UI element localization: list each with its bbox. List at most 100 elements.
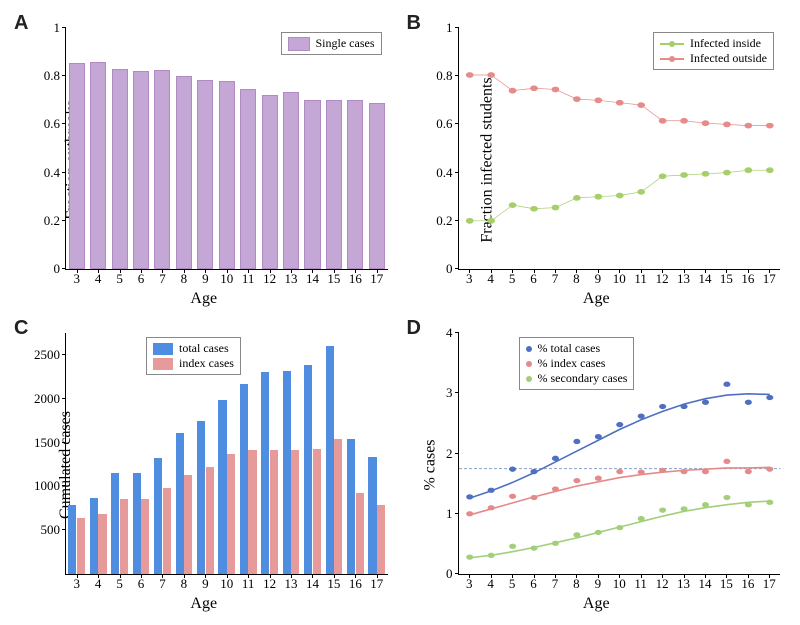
ytick-label: 0.2 <box>44 213 60 229</box>
xtick-label: 3 <box>73 271 80 287</box>
bar-total-cases <box>368 457 376 574</box>
xtick-label: 8 <box>573 271 580 287</box>
xtick-label: 15 <box>720 271 733 287</box>
bar-single-cases <box>240 89 256 269</box>
xtick-label: 12 <box>656 576 669 592</box>
bar-single-cases <box>262 95 278 269</box>
ytick-label: 0.4 <box>436 165 452 181</box>
xtick-label: 8 <box>573 576 580 592</box>
ytick-label: 1 <box>446 20 453 36</box>
legend-text: total cases <box>179 341 229 356</box>
bar-total-cases <box>261 372 269 574</box>
xtick-label: 4 <box>487 576 494 592</box>
xtick-label: 9 <box>595 271 602 287</box>
bar-single-cases <box>69 63 85 269</box>
xtick-label: 7 <box>552 271 559 287</box>
ytick-label: 2000 <box>34 391 60 407</box>
xtick-label: 15 <box>720 576 733 592</box>
bar-single-cases <box>326 100 342 269</box>
ytick-label: 3 <box>446 385 453 401</box>
panel-c: C Cumulated cases Age total casesindex c… <box>10 315 398 615</box>
ytick-label: 0 <box>446 261 453 277</box>
bar-total-cases <box>68 505 76 574</box>
xtick-label: 14 <box>698 271 711 287</box>
bar-total-cases <box>133 473 141 574</box>
ytick-label: 2 <box>446 446 453 462</box>
xtick-label: 12 <box>656 271 669 287</box>
xtick-label: 11 <box>634 576 647 592</box>
bar-single-cases <box>154 70 170 269</box>
xtick-label: 13 <box>285 271 298 287</box>
bar-single-cases <box>133 71 149 269</box>
bar-index-cases <box>227 454 235 574</box>
xtick-label: 16 <box>349 576 362 592</box>
bar-index-cases <box>291 450 299 574</box>
bar-index-cases <box>270 450 278 574</box>
bar-single-cases <box>283 92 299 269</box>
xtick-label: 11 <box>242 271 255 287</box>
bar-total-cases <box>197 421 205 574</box>
xtick-label: 13 <box>677 271 690 287</box>
xtick-label: 8 <box>181 576 188 592</box>
xtick-label: 10 <box>613 271 626 287</box>
ytick-label: 0.6 <box>44 116 60 132</box>
xtick-label: 6 <box>138 271 145 287</box>
xtick-label: 16 <box>349 271 362 287</box>
panel-a-xlabel: Age <box>190 290 217 308</box>
xtick-label: 17 <box>763 271 776 287</box>
xtick-label: 7 <box>552 576 559 592</box>
ytick-label: 0.8 <box>436 68 452 84</box>
xtick-label: 6 <box>530 271 537 287</box>
panel-b-plot: Infected insideInfected outside 00.20.40… <box>458 28 781 270</box>
panel-b-xlabel: Age <box>583 290 610 308</box>
bar-single-cases <box>197 80 213 269</box>
xtick-label: 14 <box>306 576 319 592</box>
xtick-label: 17 <box>763 576 776 592</box>
xtick-label: 6 <box>530 576 537 592</box>
bar-total-cases <box>176 433 184 574</box>
xtick-label: 3 <box>466 271 473 287</box>
xtick-label: 8 <box>181 271 188 287</box>
bar-index-cases <box>77 518 85 574</box>
panel-a-plot: Single cases 00.20.40.60.813456789101112… <box>65 28 388 270</box>
xtick-label: 9 <box>202 576 209 592</box>
panel-d: D % cases Age % total cases% index cases… <box>403 315 791 615</box>
xtick-label: 10 <box>220 576 233 592</box>
ytick-label: 2500 <box>34 347 60 363</box>
figure-grid: A Fraction outbreaks Age Single cases 00… <box>10 10 790 615</box>
ytick-label: 1500 <box>34 435 60 451</box>
bar-total-cases <box>283 371 291 574</box>
xtick-label: 14 <box>698 576 711 592</box>
bar-total-cases <box>154 458 162 574</box>
bar-index-cases <box>98 514 106 574</box>
bar-index-cases <box>184 475 192 574</box>
panel-label-d: D <box>407 317 421 340</box>
xtick-label: 4 <box>95 576 102 592</box>
panel-a-legend: Single cases <box>281 32 382 55</box>
bar-total-cases <box>347 439 355 574</box>
panel-a: A Fraction outbreaks Age Single cases 00… <box>10 10 398 310</box>
bar-single-cases <box>369 103 385 269</box>
bar-total-cases <box>90 498 98 574</box>
panel-label-c: C <box>14 317 28 340</box>
bar-single-cases <box>347 100 363 269</box>
bar-index-cases <box>377 505 385 574</box>
panel-b: B Fraction infected students Age Infecte… <box>403 10 791 310</box>
xtick-label: 6 <box>138 576 145 592</box>
bar-index-cases <box>248 450 256 574</box>
xtick-label: 15 <box>327 271 340 287</box>
ytick-label: 1000 <box>34 478 60 494</box>
legend-text: Single cases <box>316 36 375 51</box>
xtick-label: 5 <box>509 271 516 287</box>
bar-total-cases <box>240 384 248 574</box>
bar-index-cases <box>120 499 128 574</box>
xtick-label: 9 <box>202 271 209 287</box>
panel-c-xlabel: Age <box>190 595 217 613</box>
panel-c-legend: total casesindex cases <box>146 337 241 375</box>
panel-label-a: A <box>14 12 28 35</box>
xtick-label: 7 <box>159 576 166 592</box>
xtick-label: 16 <box>741 271 754 287</box>
ytick-label: 0.4 <box>44 165 60 181</box>
xtick-label: 14 <box>306 271 319 287</box>
xtick-label: 17 <box>370 576 383 592</box>
